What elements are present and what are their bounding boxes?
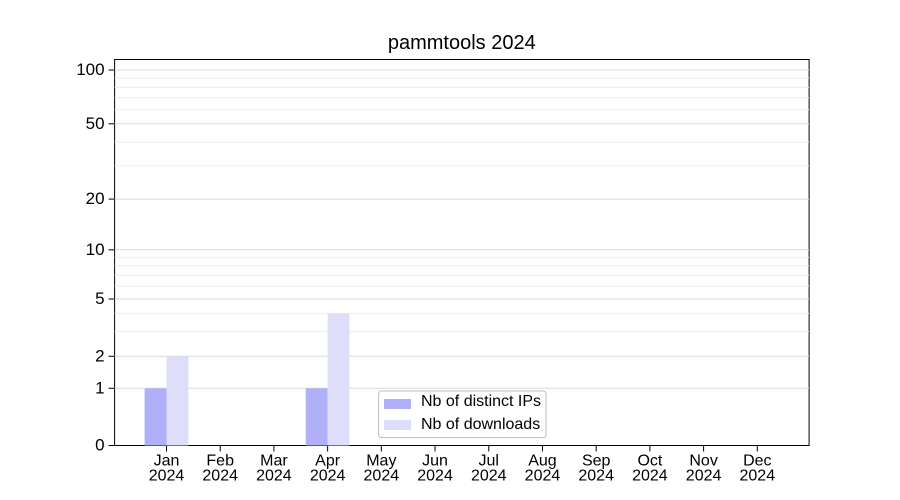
svg-text:2024: 2024: [364, 468, 400, 485]
svg-text:Nb of downloads: Nb of downloads: [421, 416, 540, 433]
svg-text:2024: 2024: [525, 468, 561, 485]
svg-text:2024: 2024: [310, 468, 346, 485]
svg-text:2024: 2024: [578, 468, 614, 485]
svg-text:100: 100: [76, 60, 104, 79]
svg-text:0: 0: [95, 436, 104, 455]
svg-text:50: 50: [86, 114, 105, 133]
svg-text:5: 5: [95, 289, 104, 308]
svg-text:2024: 2024: [471, 468, 507, 485]
svg-text:1: 1: [95, 378, 104, 397]
svg-text:2024: 2024: [740, 468, 776, 485]
svg-text:2024: 2024: [149, 468, 185, 485]
svg-text:2024: 2024: [686, 468, 722, 485]
svg-text:2024: 2024: [202, 468, 238, 485]
svg-text:2: 2: [95, 346, 104, 365]
svg-text:2024: 2024: [632, 468, 668, 485]
svg-text:2024: 2024: [417, 468, 453, 485]
svg-text:20: 20: [86, 189, 105, 208]
svg-text:pammtools 2024: pammtools 2024: [388, 32, 536, 54]
svg-text:Nb of distinct IPs: Nb of distinct IPs: [421, 393, 541, 410]
svg-text:2024: 2024: [256, 468, 292, 485]
svg-text:10: 10: [86, 240, 105, 259]
